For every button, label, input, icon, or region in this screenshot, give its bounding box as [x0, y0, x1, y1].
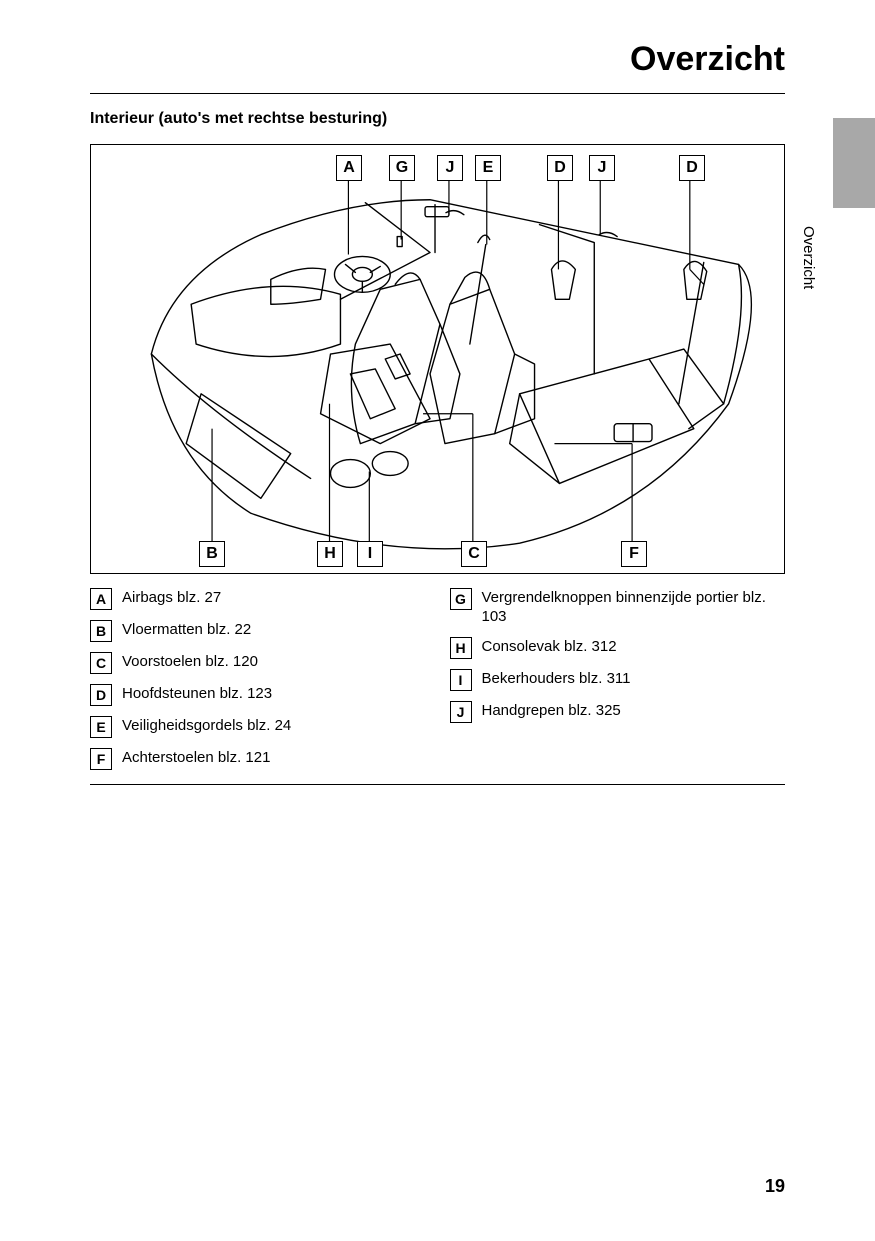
side-label: Overzicht: [800, 226, 817, 289]
section-title: Interieur (auto's met rechtse besturing): [90, 110, 785, 128]
legend-text: Vergrendelknoppen binnenzijde portier bl…: [482, 588, 786, 627]
callout-D2-top: D: [679, 155, 705, 181]
legend-item: J Handgrepen blz. 325: [450, 701, 786, 723]
callout-A-top: A: [336, 155, 362, 181]
legend-text: Voorstoelen blz. 120: [122, 652, 258, 672]
chapter-title: Overzicht: [90, 40, 785, 79]
legend-box: B: [90, 620, 112, 642]
legend-item: F Achterstoelen blz. 121: [90, 748, 426, 770]
legend-text: Airbags blz. 27: [122, 588, 221, 608]
legend-item: C Voorstoelen blz. 120: [90, 652, 426, 674]
legend-col-right: G Vergrendelknoppen binnenzijde portier …: [450, 588, 786, 780]
legend-text: Achterstoelen blz. 121: [122, 748, 270, 768]
diagram-frame: A G J E D J D B H I C F: [90, 144, 785, 574]
callout-I-bottom: I: [357, 541, 383, 567]
legend-col-left: A Airbags blz. 27 B Vloermatten blz. 22 …: [90, 588, 426, 780]
legend-box: I: [450, 669, 472, 691]
legend-text: Handgrepen blz. 325: [482, 701, 621, 721]
callout-J2-top: J: [589, 155, 615, 181]
callout-F-bottom: F: [621, 541, 647, 567]
callout-J-top: J: [437, 155, 463, 181]
legend-item: D Hoofdsteunen blz. 123: [90, 684, 426, 706]
legend-text: Vloermatten blz. 22: [122, 620, 251, 640]
legend: A Airbags blz. 27 B Vloermatten blz. 22 …: [90, 588, 785, 780]
legend-box: G: [450, 588, 472, 610]
legend-box: F: [90, 748, 112, 770]
legend-item: H Consolevak blz. 312: [450, 637, 786, 659]
legend-box: H: [450, 637, 472, 659]
legend-text: Veiligheidsgordels blz. 24: [122, 716, 291, 736]
rule-bottom: [90, 784, 785, 785]
callout-D-top: D: [547, 155, 573, 181]
thumb-tab: [833, 118, 875, 208]
legend-box: C: [90, 652, 112, 674]
callout-B-bottom: B: [199, 541, 225, 567]
rule-top: [90, 93, 785, 94]
legend-item: G Vergrendelknoppen binnenzijde portier …: [450, 588, 786, 627]
legend-item: A Airbags blz. 27: [90, 588, 426, 610]
legend-item: I Bekerhouders blz. 311: [450, 669, 786, 691]
legend-box: J: [450, 701, 472, 723]
legend-item: E Veiligheidsgordels blz. 24: [90, 716, 426, 738]
callout-E-top: E: [475, 155, 501, 181]
callout-G-top: G: [389, 155, 415, 181]
legend-text: Hoofdsteunen blz. 123: [122, 684, 272, 704]
callout-H-bottom: H: [317, 541, 343, 567]
page-number: 19: [765, 1176, 785, 1197]
legend-text: Bekerhouders blz. 311: [482, 669, 631, 689]
legend-text: Consolevak blz. 312: [482, 637, 617, 657]
legend-box: D: [90, 684, 112, 706]
callout-C-bottom: C: [461, 541, 487, 567]
legend-item: B Vloermatten blz. 22: [90, 620, 426, 642]
page: Overzicht Interieur (auto's met rechtse …: [0, 0, 875, 1241]
interior-diagram: [91, 145, 784, 573]
legend-box: E: [90, 716, 112, 738]
legend-box: A: [90, 588, 112, 610]
